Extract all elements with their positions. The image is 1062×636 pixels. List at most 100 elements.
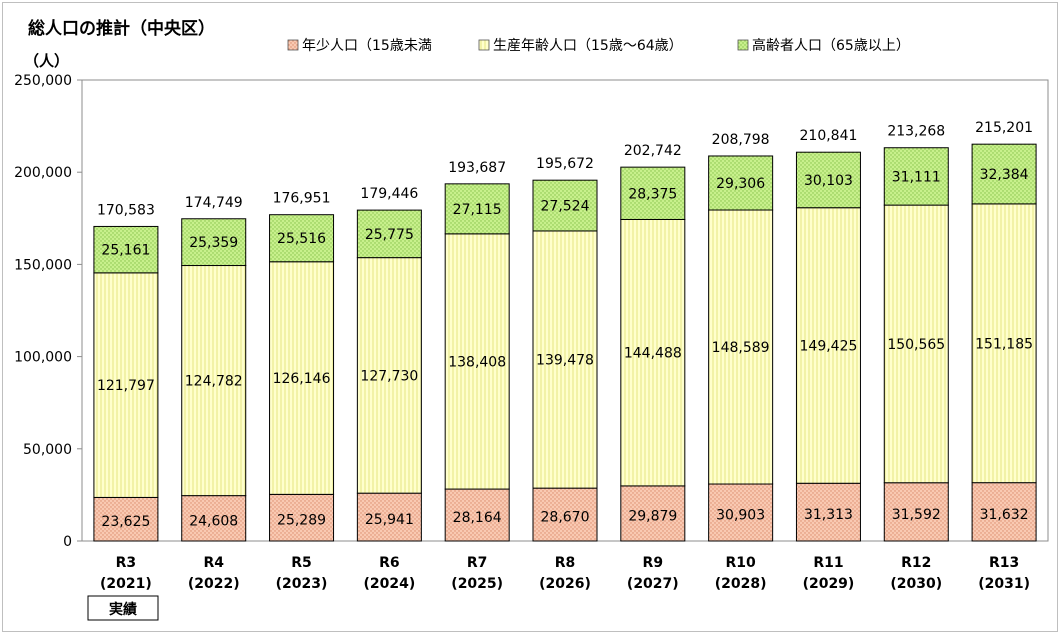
- bars: 23,625 121,797 25,161 170,583 24,608 124,782 2…: [93, 120, 1037, 542]
- x-category-label-R12: R12: [901, 555, 931, 571]
- legend: 年少人口（15歳未満 生産年齢人口（15歳～64歳） 高齢者人口（65歳以上）: [287, 37, 910, 54]
- y-tick-label: 250,000: [14, 73, 72, 89]
- bar-segment-elderly-R4: [181, 218, 247, 267]
- bar-segment-working-R3: [93, 272, 159, 498]
- bar-segment-elderly-R8: [532, 179, 598, 232]
- x-category-year-R5: (2023): [276, 576, 328, 592]
- x-category-year-R10: (2028): [715, 576, 767, 592]
- total-label-R6: 179,446: [360, 186, 418, 202]
- data-label-elderly-R5: 25,516: [277, 231, 326, 247]
- data-label-working-R13: 151,185: [975, 336, 1033, 352]
- data-label-elderly-R13: 32,384: [980, 167, 1029, 183]
- total-label-R9: 202,742: [624, 143, 682, 159]
- data-label-elderly-R7: 27,115: [453, 202, 502, 218]
- x-category-label-R9: R9: [643, 555, 664, 571]
- data-label-elderly-R4: 25,359: [189, 235, 238, 251]
- data-label-elderly-R10: 29,306: [716, 176, 765, 192]
- x-category-year-R12: (2030): [890, 576, 942, 592]
- bar-segment-young-R6: [356, 492, 422, 542]
- bar-segment-elderly-R11: [795, 151, 861, 209]
- total-label-R4: 174,749: [185, 195, 243, 211]
- bar-segment-young-R10: [708, 483, 774, 542]
- data-label-young-R7: 28,164: [453, 510, 502, 526]
- bar-segment-young-R4: [181, 495, 247, 542]
- data-label-young-R13: 31,632: [980, 507, 1029, 523]
- legend-entry-young: 年少人口（15歳未満: [302, 38, 432, 54]
- legend-swatch-elderly: [737, 39, 749, 51]
- data-label-elderly-R6: 25,775: [365, 227, 414, 243]
- data-label-elderly-R3: 25,161: [101, 243, 150, 259]
- bar-segment-working-R8: [532, 230, 598, 489]
- x-category-label-R13: R13: [989, 555, 1019, 571]
- bar-segment-elderly-R12: [883, 147, 949, 206]
- data-label-elderly-R11: 30,103: [804, 173, 853, 189]
- data-label-working-R6: 127,730: [360, 368, 418, 384]
- data-label-working-R3: 121,797: [97, 378, 155, 394]
- bar-segment-elderly-R7: [444, 183, 510, 235]
- bar-segment-young-R8: [532, 487, 598, 542]
- data-label-young-R3: 23,625: [101, 514, 150, 530]
- bar-segment-elderly-R9: [620, 166, 686, 220]
- data-label-working-R12: 150,565: [887, 337, 945, 353]
- y-tick-label: 0: [63, 534, 72, 550]
- bar-segment-working-R6: [356, 257, 422, 494]
- y-tick-label: 100,000: [14, 350, 72, 366]
- x-category-year-R3: (2021): [100, 576, 152, 592]
- x-category-year-R13: (2031): [978, 576, 1030, 592]
- legend-swatch-young: [287, 39, 299, 51]
- data-label-young-R9: 29,879: [628, 508, 677, 524]
- x-category-label-R3: R3: [116, 555, 137, 571]
- total-label-R13: 215,201: [975, 120, 1033, 136]
- bar-segment-young-R13: [971, 482, 1037, 542]
- bar-segment-elderly-R13: [971, 143, 1037, 205]
- x-category-label-R7: R7: [467, 555, 488, 571]
- total-label-R12: 213,268: [887, 124, 945, 140]
- bar-segment-young-R11: [795, 482, 861, 542]
- data-label-elderly-R8: 27,524: [541, 199, 590, 215]
- bar-segment-young-R7: [444, 488, 510, 542]
- data-label-young-R4: 24,608: [189, 513, 238, 529]
- data-label-young-R11: 31,313: [804, 507, 853, 523]
- data-label-working-R8: 139,478: [536, 353, 594, 369]
- data-label-elderly-R12: 31,111: [892, 169, 941, 185]
- bar-segment-young-R12: [883, 482, 949, 542]
- x-category-year-R6: (2024): [363, 576, 415, 592]
- data-label-working-R11: 149,425: [800, 338, 858, 354]
- x-category-label-R11: R11: [813, 555, 843, 571]
- bar-segment-working-R12: [883, 204, 949, 484]
- legend-entry-elderly: 高齢者人口（65歳以上）: [752, 37, 910, 54]
- total-label-R10: 208,798: [712, 132, 770, 148]
- total-label-R3: 170,583: [97, 202, 155, 218]
- bar-segment-working-R7: [444, 233, 510, 490]
- total-label-R5: 176,951: [273, 191, 331, 207]
- bar-segment-working-R4: [181, 265, 247, 497]
- y-tick-label: 50,000: [23, 442, 72, 458]
- total-label-R11: 210,841: [800, 128, 858, 144]
- chart-title: 総人口の推計（中央区）: [28, 18, 215, 39]
- data-label-young-R12: 31,592: [892, 507, 941, 523]
- data-label-young-R6: 25,941: [365, 512, 414, 528]
- actual-results-label: 実績: [109, 601, 137, 618]
- x-category-label-R8: R8: [555, 555, 576, 571]
- x-category-year-R9: (2027): [627, 576, 679, 592]
- x-category-year-R8: (2026): [539, 576, 591, 592]
- data-label-working-R9: 144,488: [624, 346, 682, 362]
- bar-segment-working-R9: [620, 218, 686, 487]
- bar-segment-working-R5: [269, 261, 335, 495]
- data-label-young-R10: 30,903: [716, 508, 765, 524]
- x-category-year-R7: (2025): [451, 576, 503, 592]
- data-label-young-R5: 25,289: [277, 513, 326, 529]
- x-category-label-R5: R5: [291, 555, 312, 571]
- bar-segment-elderly-R3: [93, 225, 159, 274]
- bar-segment-young-R3: [93, 496, 159, 542]
- x-category-label-R10: R10: [726, 555, 757, 571]
- bar-segment-elderly-R6: [356, 209, 422, 259]
- data-label-young-R8: 28,670: [541, 510, 590, 526]
- legend-entry-working: 生産年齢人口（15歳～64歳）: [493, 38, 683, 54]
- x-axis-labels: R3 (2021) R4 (2022) R5 (2023) R6 (2024) R7 (2025)…: [100, 555, 1030, 592]
- data-label-working-R7: 138,408: [448, 354, 506, 370]
- x-category-year-R4: (2022): [188, 576, 240, 592]
- x-category-year-R11: (2029): [803, 576, 855, 592]
